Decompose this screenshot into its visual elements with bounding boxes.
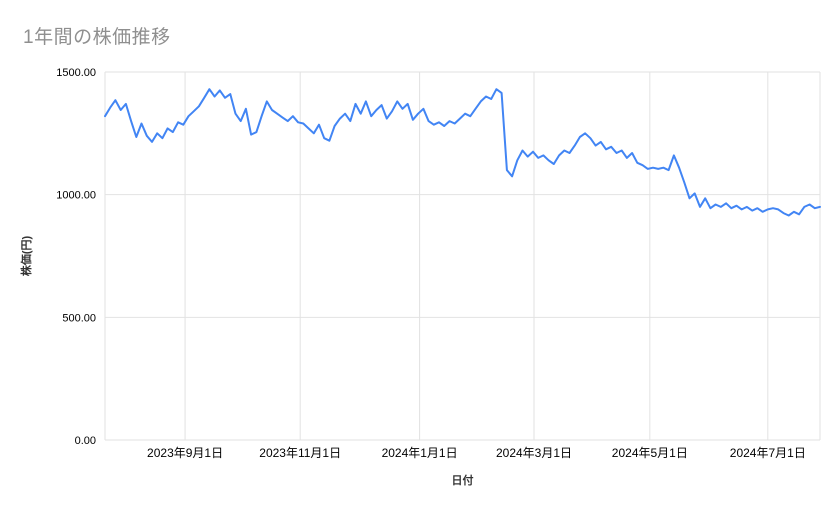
- x-tick-label: 2023年9月1日: [147, 446, 223, 460]
- y-tick-label: 500.00: [62, 312, 96, 324]
- y-axis-title: 株価(円): [19, 236, 33, 277]
- x-tick-label: 2024年3月1日: [496, 446, 572, 460]
- y-tick-label: 0.00: [75, 435, 96, 447]
- y-tick-label: 1500.00: [56, 67, 96, 79]
- price-line-series: [104, 88, 821, 217]
- x-tick-label: 2024年5月1日: [612, 446, 688, 460]
- x-axis-title: 日付: [452, 473, 474, 487]
- y-tick-label: 1000.00: [56, 190, 96, 202]
- x-tick-label: 2024年1月1日: [382, 446, 458, 460]
- chart-title: 1年間の株価推移: [23, 27, 171, 48]
- x-tick-label: 2024年7月1日: [730, 446, 806, 460]
- x-tick-label: 2023年11月1日: [259, 446, 341, 460]
